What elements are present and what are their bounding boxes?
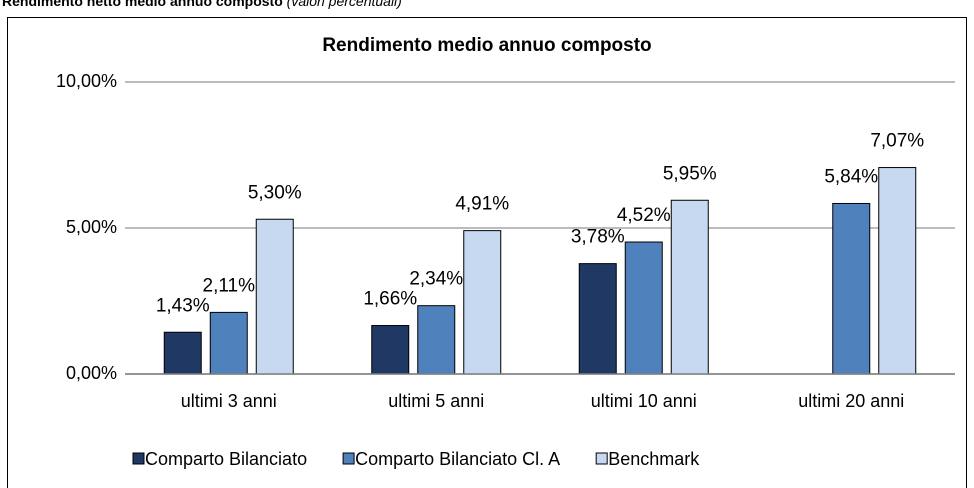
bar [832,202,871,375]
data-label: 2,11% [203,275,256,296]
data-label: 1,66% [363,289,417,310]
legend-swatch [595,452,608,465]
legend-swatch [132,452,145,465]
bar [255,218,294,375]
chart-title: Rendimento medio annuo composto [322,35,651,56]
bar [417,305,456,375]
data-label: 4,52% [617,205,671,226]
y-tick-label: 0,00% [66,363,117,383]
bar [878,167,917,375]
data-label: 5,84% [824,166,878,187]
y-tick-label: 5,00% [66,217,117,237]
data-label: 5,95% [663,163,717,184]
data-label: 2,34% [409,269,463,290]
bar [209,311,248,375]
bar [670,199,709,375]
x-tick-label: ultimi 5 anni [388,391,484,411]
x-tick-label: ultimi 10 anni [591,391,697,411]
data-label: 4,91% [455,194,509,215]
bar [371,325,410,375]
legend-label: Comparto Bilanciato [145,449,307,469]
bar [578,263,617,375]
legend-label: Comparto Bilanciato Cl. A [355,449,560,469]
bar [463,230,502,375]
x-tick-label: ultimi 3 anni [181,391,277,411]
data-label: 5,30% [248,182,302,203]
header-title: Rendimento netto medio annuo composto [2,0,283,9]
bar [163,331,202,375]
legend-label: Benchmark [608,449,700,469]
legend-swatch [342,452,355,465]
header-note: (valori percentuali) [287,0,402,9]
y-tick-label: 10,00% [56,71,117,91]
data-label: 1,43% [156,295,210,316]
x-tick-label: ultimi 20 anni [798,391,904,411]
bar [624,241,663,375]
data-label: 7,07% [870,131,924,152]
page-header: Rendimento netto medio annuo composto (v… [2,0,402,9]
data-label: 3,78% [571,227,625,248]
